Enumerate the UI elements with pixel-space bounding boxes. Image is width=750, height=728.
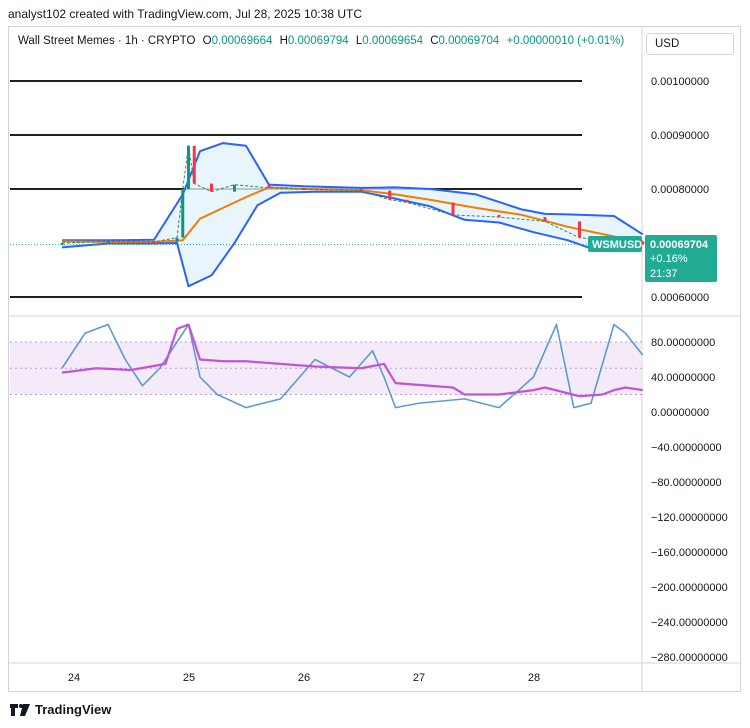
tradingview-logo[interactable]: TradingView <box>10 702 111 717</box>
candle <box>192 145 196 184</box>
oscillator-pane <box>10 323 644 409</box>
price-axis-label: 0.00080000 <box>651 184 709 196</box>
price-axis-label: 0.00060000 <box>651 292 709 304</box>
candle <box>152 241 156 244</box>
bollinger-band-fill <box>62 143 643 287</box>
low-value: 0.00069654 <box>362 35 424 47</box>
candle <box>302 187 305 190</box>
time-axis-label: 24 <box>68 672 80 684</box>
price-tag-price: 0.00069704 <box>650 239 709 251</box>
tradingview-logo-text: TradingView <box>35 702 112 717</box>
symbol-tag-text: WSMUSD <box>592 239 642 251</box>
oscillator-fast-line <box>61 323 644 409</box>
tradingview-logo-icon <box>10 703 30 716</box>
open-value: 0.00069664 <box>211 35 273 47</box>
candle <box>641 241 645 245</box>
bollinger-upper-line <box>62 142 644 242</box>
axes: 0.00100000 0.00090000 0.00080000 0.00060000… <box>68 76 728 684</box>
oscillator-axis-label: −120.00000000 <box>651 512 728 524</box>
oscillator-axis-label: 40.00000000 <box>651 372 715 384</box>
candle <box>388 190 392 200</box>
time-axis-label: 27 <box>413 672 425 684</box>
price-tag-change: +0.16% <box>650 253 688 265</box>
symbol-tag-bg <box>588 236 642 252</box>
candle <box>451 202 455 215</box>
price-line <box>61 145 643 246</box>
candle <box>359 189 363 191</box>
oscillator-axis-label: −200.00000000 <box>651 582 728 594</box>
candle <box>181 189 185 238</box>
bollinger-lower-line <box>61 190 643 288</box>
high-value: 0.00069794 <box>287 35 349 47</box>
candle <box>187 145 190 189</box>
currency-selector[interactable]: USD <box>646 33 734 55</box>
high-label: H <box>279 35 288 47</box>
candle <box>267 184 271 188</box>
symbol-label: Wall Street Memes · 1h · CRYPTO <box>18 35 196 47</box>
price-axis-label: 0.00090000 <box>651 130 709 142</box>
candle <box>405 199 409 203</box>
low-label: L <box>355 35 363 47</box>
oscillator-axis-label: −80.00000000 <box>651 477 722 489</box>
change-value: +0.00000010 (+0.01%) <box>506 35 625 47</box>
oscillator-axis-label: −40.00000000 <box>651 442 722 454</box>
close-label: C <box>430 35 439 47</box>
chart-frame <box>8 26 741 692</box>
candle <box>497 214 501 218</box>
close-value: 0.00069704 <box>438 35 500 47</box>
price-tag-countdown: 21:37 <box>650 268 678 280</box>
attribution-text: analyst102 created with TradingView.com,… <box>8 7 362 21</box>
oscillator-slow-line <box>61 323 643 398</box>
oscillator-axis-label: 0.00000000 <box>651 407 709 419</box>
time-axis-label: 28 <box>528 672 540 684</box>
open-label: O <box>202 35 212 47</box>
candle <box>175 237 179 242</box>
time-axis-label: 25 <box>183 672 195 684</box>
candle <box>210 183 213 192</box>
price-axis-label: 0.00100000 <box>651 76 709 88</box>
oscillator-axis-label: 80.00000000 <box>651 337 715 349</box>
ohlc-legend: Wall Street Memes · 1h · CRYPTO O0.00069… <box>18 35 624 47</box>
price-tag: WSMUSD 0.00069704 +0.16% 21:37 <box>588 235 717 282</box>
oscillator-axis-label: −160.00000000 <box>651 547 728 559</box>
candle <box>106 241 110 244</box>
price-pane <box>10 80 645 298</box>
candle <box>233 184 236 192</box>
candle <box>578 221 581 238</box>
oscillator-axis-label: −280.00000000 <box>651 652 728 664</box>
oscillator-axis-label: −240.00000000 <box>651 617 728 629</box>
candle <box>60 243 64 245</box>
price-tag-bg <box>645 235 717 282</box>
candle <box>543 217 547 222</box>
time-axis-label: 26 <box>298 672 310 684</box>
